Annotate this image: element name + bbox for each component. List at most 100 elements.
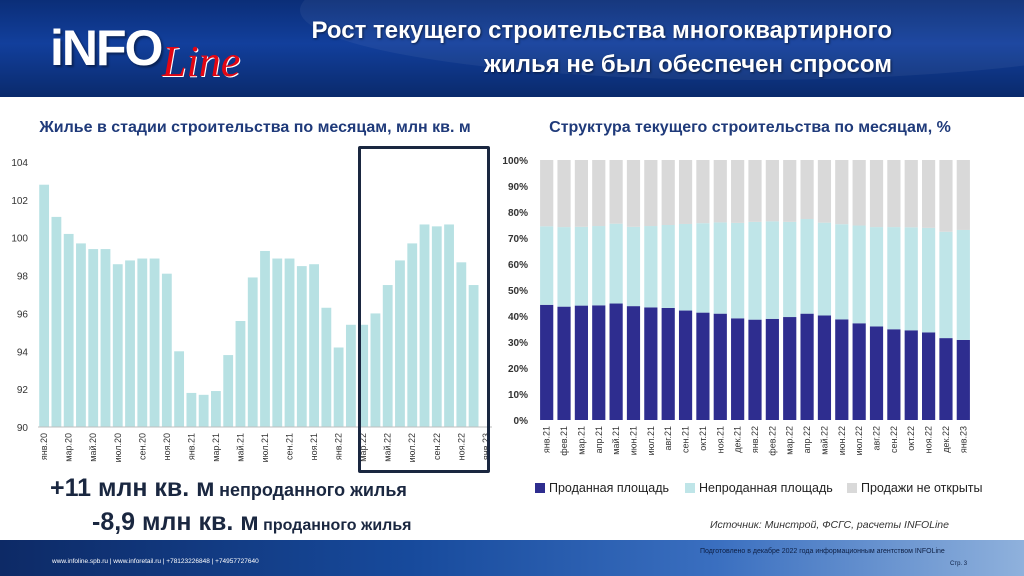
bar — [444, 224, 454, 427]
x-tick-label: окт.22 — [906, 426, 916, 451]
stacked-bar-segment — [713, 160, 727, 223]
x-tick-label: сен.20 — [137, 433, 147, 460]
x-tick-label: мар.21 — [576, 426, 586, 455]
x-tick-label: ноя.20 — [162, 433, 172, 460]
stacked-bar-segment — [574, 160, 588, 227]
stacked-bar-segment — [783, 317, 797, 420]
stacked-bar-segment — [574, 305, 588, 420]
stacked-bar-segment — [626, 226, 641, 307]
stacked-bar-segment — [765, 318, 779, 420]
bar — [51, 216, 62, 427]
stacked-bar-segment — [887, 227, 901, 330]
header-banner: iNFO Line Рост текущего строительства мн… — [0, 0, 1024, 97]
x-tick-label: май.21 — [611, 426, 621, 455]
bar — [198, 394, 209, 427]
stacked-bar-segment — [696, 312, 710, 420]
x-tick-label: апр.22 — [802, 426, 812, 453]
bar — [39, 184, 50, 427]
legend-unsold-label: Непроданная площадь — [699, 481, 833, 495]
bar — [137, 258, 148, 427]
stat-sold-text: проданного жилья — [263, 517, 412, 534]
stacked-bar-segment — [557, 306, 571, 420]
stacked-bar-segment — [922, 227, 936, 333]
x-tick-label: янв.21 — [186, 433, 196, 460]
bar — [247, 277, 258, 427]
stacked-bar-segment — [869, 326, 884, 420]
y-tick-label: 60% — [508, 260, 528, 271]
stacked-bar-segment — [592, 160, 606, 227]
page-title: Рост текущего строительства многоквартир… — [311, 17, 892, 78]
bar — [235, 321, 246, 427]
bar — [125, 260, 135, 427]
x-tick-label: ноя.22 — [924, 426, 934, 453]
stat-unsold-text: непроданного жилья — [219, 480, 407, 500]
footer-prepared-note: Подготовлено в декабре 2022 года информа… — [700, 548, 945, 555]
stacked-bar-segment — [783, 160, 797, 222]
y-tick-label: 94 — [17, 347, 29, 358]
x-tick-label: ноя.21 — [309, 433, 319, 460]
page-number: Стр. 3 — [950, 561, 968, 567]
stacked-bar-segment — [817, 160, 832, 223]
y-tick-label: 92 — [17, 385, 29, 396]
stacked-bar-segment — [765, 160, 779, 222]
bar — [186, 392, 197, 427]
x-tick-label: июл.20 — [113, 433, 123, 462]
x-tick-label: мар.20 — [64, 433, 74, 462]
source-note: Источник: Минстрой, ФСГС, расчеты INFOLi… — [710, 519, 949, 531]
x-tick-label: ноя.21 — [715, 426, 725, 453]
y-tick-label: 104 — [11, 158, 28, 169]
stacked-bar-segment — [713, 222, 727, 314]
stacked-bar-segment — [540, 304, 554, 420]
stacked-bar-segment — [939, 231, 953, 339]
y-tick-label: 0% — [514, 416, 529, 427]
stacked-bar-segment — [904, 227, 918, 331]
stacked-bar-segment — [661, 307, 675, 420]
stacked-bar-segment — [835, 160, 849, 225]
bar — [456, 262, 467, 427]
stacked-bar-segment — [592, 226, 606, 306]
stacked-bar-segment — [592, 305, 606, 420]
left-bar-chart: 90 92 94 96 98 100 102 104 янв.20 мар.20 май.20 июл… — [11, 158, 492, 462]
x-tick-label: июн.21 — [628, 426, 638, 455]
y-tick-label: 98 — [17, 272, 29, 283]
x-tick-label: июл.21 — [260, 433, 270, 462]
bar — [407, 243, 418, 427]
bar — [382, 285, 393, 427]
y-tick-label: 80% — [508, 208, 528, 219]
legend-sold-swatch — [535, 483, 545, 493]
bar — [76, 243, 86, 427]
bar — [358, 324, 369, 427]
stacked-bar-segment — [557, 160, 571, 228]
y-tick-label: 50% — [508, 286, 528, 297]
stacked-bar-segment — [557, 227, 571, 307]
left-chart-title: Жилье в стадии строительства по месяцам,… — [39, 119, 471, 136]
stacked-bar-segment — [869, 160, 884, 228]
stacked-bar-segment — [852, 225, 866, 324]
stat-sold-value: -8,9 млн кв. м — [92, 508, 259, 536]
bar — [63, 233, 74, 427]
stacked-bar-segment — [939, 338, 953, 420]
stacked-bar-segment — [609, 160, 623, 224]
y-tick-label: 96 — [17, 309, 29, 320]
stat-unsold: +11 млн кв. м непроданного жилья — [50, 474, 407, 503]
right-chart-title: Структура текущего строительства по меся… — [549, 119, 951, 136]
x-tick-label: май.22 — [819, 426, 829, 455]
stacked-bar-segment — [696, 223, 710, 313]
stacked-bar-segment — [956, 160, 970, 230]
stacked-bar-segment — [765, 221, 779, 319]
bar — [309, 264, 319, 427]
x-tick-label: июн.22 — [837, 426, 847, 455]
bar — [333, 347, 344, 427]
stacked-bar-segment — [731, 160, 745, 223]
stacked-bar-segment — [731, 318, 745, 420]
stacked-bar-segment — [800, 313, 814, 420]
logo-script-text: Line — [162, 37, 241, 86]
x-tick-label: мар.22 — [358, 433, 368, 462]
x-tick-label: ноя.22 — [456, 433, 466, 460]
stacked-bar-segment — [748, 160, 762, 222]
y-tick-label: 20% — [508, 364, 528, 375]
x-tick-label: сен.21 — [285, 433, 295, 460]
stacked-bar-segment — [748, 221, 762, 320]
stacked-bar-segment — [887, 160, 901, 228]
bar — [468, 285, 479, 427]
